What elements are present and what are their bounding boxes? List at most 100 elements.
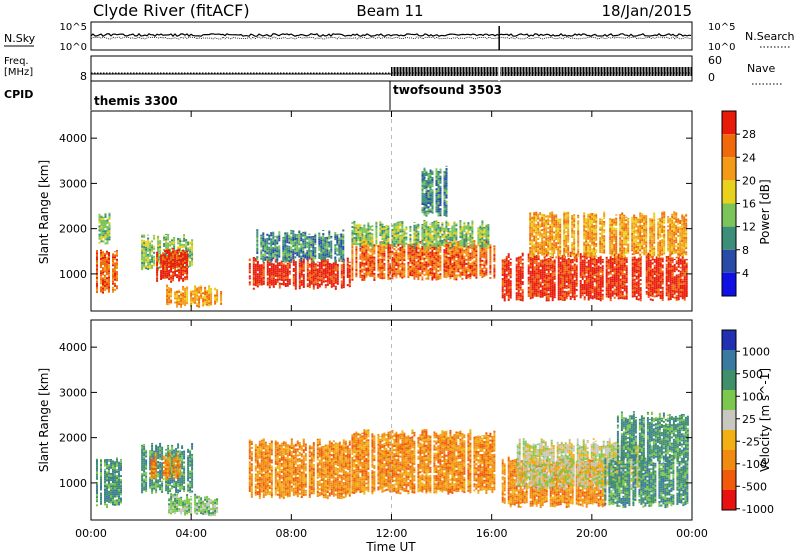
heatmap-cell [547, 260, 550, 263]
heatmap-cell [563, 298, 566, 301]
heatmap-cell [615, 290, 618, 293]
heatmap-cell [509, 264, 512, 266]
heatmap-cell [421, 239, 424, 242]
heatmap-cell [413, 253, 416, 256]
heatmap-cell [186, 287, 189, 290]
heatmap-cell [288, 247, 291, 250]
heatmap-cell [104, 230, 107, 233]
heatmap-cell [100, 251, 102, 254]
heatmap-cell [537, 256, 540, 259]
heatmap-cell [449, 234, 452, 237]
heatmap-cell [567, 258, 570, 260]
heatmap-cell [306, 272, 309, 275]
heatmap-cell [433, 256, 436, 259]
heatmap-cell [272, 247, 275, 250]
heatmap-cell [613, 270, 616, 273]
heatmap-cell [112, 276, 114, 279]
heatmap-cell [443, 275, 446, 278]
heatmap-cell [100, 222, 103, 224]
heatmap-cell [292, 236, 295, 239]
heatmap-cell [170, 291, 173, 294]
heatmap-cell [537, 276, 540, 279]
heatmap-cell [330, 263, 333, 266]
heatmap-cell [405, 238, 408, 241]
heatmap-cell [465, 266, 468, 269]
heatmap-cell [346, 276, 349, 278]
heatmap-cell [302, 246, 305, 249]
heatmap-cell [104, 266, 106, 269]
heatmap-cell [284, 264, 287, 267]
heatmap-cell [286, 251, 289, 254]
heatmap-cell [156, 261, 159, 264]
heatmap-cell [306, 254, 309, 256]
heatmap-cell [98, 213, 101, 216]
heatmap-cell [483, 250, 486, 253]
heatmap-cell [266, 265, 269, 268]
heatmap-cell [461, 249, 464, 252]
heatmap-cell [527, 268, 530, 271]
heatmap-cell [170, 266, 173, 269]
heatmap-cell [459, 255, 462, 258]
heatmap-cell [332, 278, 335, 281]
heatmap-cell [266, 273, 269, 276]
heatmap-cell [170, 264, 173, 267]
heatmap-cell [617, 266, 620, 269]
heatmap-cell [601, 265, 604, 268]
heatmap-cell [397, 236, 400, 239]
heatmap-cell [288, 239, 291, 242]
heatmap-cell [288, 245, 291, 248]
heatmap-cell [529, 291, 532, 294]
heatmap-cell [320, 281, 323, 284]
heatmap-cell [435, 268, 438, 271]
heatmap-cell [617, 291, 620, 294]
heatmap-cell [258, 275, 261, 278]
heatmap-cell [515, 271, 518, 274]
heatmap-cell [397, 264, 400, 267]
heatmap-cell [312, 267, 315, 270]
heatmap-cell [310, 274, 313, 277]
heatmap-cell [435, 240, 438, 243]
heatmap-cell [141, 239, 144, 242]
heatmap-cell [389, 265, 392, 268]
heatmap-cell [477, 236, 480, 239]
heatmap-cell [399, 238, 402, 241]
heatmap-cell [308, 263, 311, 266]
heatmap-cell [342, 229, 345, 231]
heatmap-cell [172, 267, 175, 270]
heatmap-cell [185, 249, 188, 252]
heatmap-cell [489, 250, 492, 253]
heatmap-cell [379, 234, 382, 237]
heatmap-cell [367, 273, 370, 276]
heatmap-cell [449, 265, 452, 268]
heatmap-cell [270, 256, 273, 259]
heatmap-cell [447, 228, 450, 230]
heatmap-cell [258, 271, 261, 274]
heatmap-cell [519, 282, 522, 285]
heatmap-cell [108, 212, 111, 214]
heatmap-cell [336, 237, 339, 240]
heatmap-cell [381, 234, 384, 237]
heatmap-cell [306, 277, 309, 279]
heatmap-cell [314, 271, 317, 274]
heatmap-cell [535, 258, 538, 261]
heatmap-cell [106, 236, 109, 239]
heatmap-cell [276, 248, 279, 251]
heatmap-cell [375, 221, 378, 223]
heatmap-cell [164, 268, 167, 271]
heatmap-cell [326, 269, 329, 272]
heatmap-cell [102, 234, 105, 237]
heatmap-cell [112, 268, 114, 271]
heatmap-cell [465, 273, 468, 275]
heatmap-cell [174, 250, 177, 253]
heatmap-cell [214, 294, 217, 297]
heatmap-cell [585, 257, 588, 260]
heatmap-cell [116, 267, 118, 269]
heatmap-cell [290, 240, 293, 243]
heatmap-cell [270, 232, 273, 235]
heatmap-cell [184, 297, 187, 300]
heatmap-cell [395, 260, 398, 262]
heatmap-cell [471, 224, 474, 227]
heatmap-cell [220, 292, 223, 295]
heatmap-cell [471, 261, 474, 264]
heatmap-cell [210, 291, 213, 294]
